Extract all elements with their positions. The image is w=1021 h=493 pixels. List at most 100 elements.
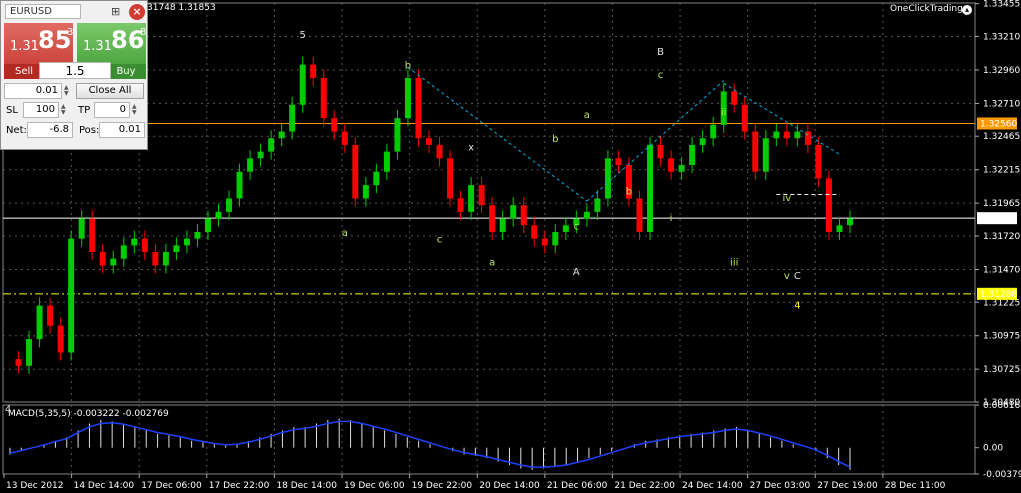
sl-label: SL (6, 105, 18, 116)
sell-price-prefix: 1.31 (10, 39, 39, 54)
lot-step-spinner-icon[interactable]: ▲ ▼ (64, 84, 69, 97)
candle-body (825, 178, 832, 232)
one-click-trading-panel: EURUSD ⊞ × 1.31 85 3 Sell 1.31 86 8 Buy … (0, 0, 148, 150)
price-tick-label: 1.32215 (983, 166, 1020, 176)
candle-body (636, 198, 643, 232)
time-tick-label: 24 Dec 14:00 (682, 481, 743, 491)
buy-price-pips: 86 (111, 26, 145, 54)
candle-body (710, 124, 717, 139)
time-tick-label: 27 Dec 03:00 (750, 481, 811, 491)
close-icon[interactable]: × (129, 4, 145, 20)
wave-label: b (626, 186, 632, 197)
candle-body (689, 144, 696, 166)
wave-label: c (437, 235, 443, 246)
candle-body (773, 131, 780, 139)
trend-line-upper (723, 82, 840, 155)
wave-label: a (489, 257, 495, 268)
candle-body (99, 252, 106, 266)
candle-body (836, 225, 843, 232)
time-tick-label: 28 Dec 11:00 (885, 481, 946, 491)
time-tick-label: 17 Dec 22:00 (209, 481, 270, 491)
candle-body (141, 238, 148, 253)
candle-body (236, 171, 243, 199)
candle-body (194, 231, 201, 239)
net-label: Net: (6, 125, 27, 136)
wave-label: x (468, 142, 474, 153)
candle-body (847, 218, 853, 226)
wave-label: iii (730, 257, 738, 268)
candle-body (783, 131, 790, 139)
panel-header: EURUSD ⊞ × (3, 3, 145, 21)
candle-body (226, 198, 233, 212)
candle-body (15, 359, 22, 366)
price-tick-label: 1.31225 (983, 298, 1020, 308)
price-marker-tag (977, 212, 1017, 225)
lot-size-input[interactable]: 1.5 (39, 62, 111, 79)
candle-body (604, 158, 611, 199)
candle-body (468, 185, 475, 212)
candle-body (383, 151, 390, 172)
candle-body (247, 158, 254, 172)
tp-input[interactable]: 0 (94, 102, 130, 118)
sl-spinner-icon[interactable]: ▲ ▼ (61, 103, 66, 116)
candle-body (489, 205, 496, 232)
tp-spinner-icon[interactable]: ▲ ▼ (132, 103, 137, 116)
candle-body (78, 218, 85, 239)
pin-icon[interactable]: ⊞ (111, 5, 121, 18)
time-tick-label: 14 Dec 14:00 (74, 481, 135, 491)
candle-body (762, 138, 769, 172)
wave-label: c (658, 70, 664, 81)
candle-body (815, 144, 822, 179)
close-all-button[interactable]: Close All (76, 83, 144, 99)
candle-body (741, 104, 748, 132)
wave-label: iv (782, 193, 791, 204)
candle-body (36, 305, 43, 340)
lot-step-field[interactable]: 0.01 (4, 83, 62, 99)
price-tick-label: 1.33455 (983, 0, 1020, 10)
price-tick-label: 1.33210 (983, 32, 1020, 42)
wave-label: c (574, 221, 580, 232)
wave-label: b (552, 134, 558, 145)
price-tick-label: 1.30975 (983, 332, 1020, 342)
macd-signal-line (9, 420, 851, 468)
candle-body (183, 238, 190, 246)
one-click-toggle-icon[interactable]: ▴ (962, 5, 972, 15)
price-marker-tag (977, 287, 1017, 300)
candle-body (436, 144, 443, 159)
candle-body (26, 339, 33, 366)
wave-label: 5 (300, 30, 306, 41)
candle-body (47, 305, 54, 326)
wave-label: 4 (5, 405, 11, 416)
net-value: -6.8 (27, 122, 73, 138)
wave-label: ii (721, 107, 727, 118)
sell-label: Sell (4, 64, 44, 79)
price-tick-label: 1.31720 (983, 232, 1020, 242)
candle-body (457, 198, 464, 212)
wave-label: b (405, 61, 411, 72)
candle-body (215, 211, 222, 219)
candle-body (426, 138, 432, 145)
price-tick-label: 1.32465 (983, 132, 1020, 142)
one-click-trading-label[interactable]: OneClickTrading (890, 4, 963, 14)
candle-body (804, 131, 811, 145)
time-tick-label: 13 Dec 2012 (6, 481, 64, 491)
time-tick-label: 19 Dec 06:00 (344, 481, 405, 491)
macd-tick-label: 0.006164 (983, 401, 1021, 411)
sl-input[interactable]: 100 (23, 102, 59, 118)
candle-body (162, 252, 169, 266)
candle-body (289, 104, 296, 132)
buy-price-fraction: 8 (140, 27, 147, 38)
time-tick-label: 21 Dec 22:00 (614, 481, 675, 491)
candle-body (89, 218, 96, 253)
symbol-field[interactable]: EURUSD (5, 4, 81, 19)
macd-tick-label: 0.00 (983, 444, 1003, 454)
candle-body (520, 205, 527, 226)
candle-body (299, 64, 306, 105)
time-tick-label: 19 Dec 22:00 (412, 481, 473, 491)
price-tick-label: 1.32710 (983, 99, 1020, 109)
candle-body (647, 144, 654, 232)
candle-body (131, 238, 138, 246)
candle-body (415, 77, 422, 139)
candle-body (341, 131, 348, 145)
